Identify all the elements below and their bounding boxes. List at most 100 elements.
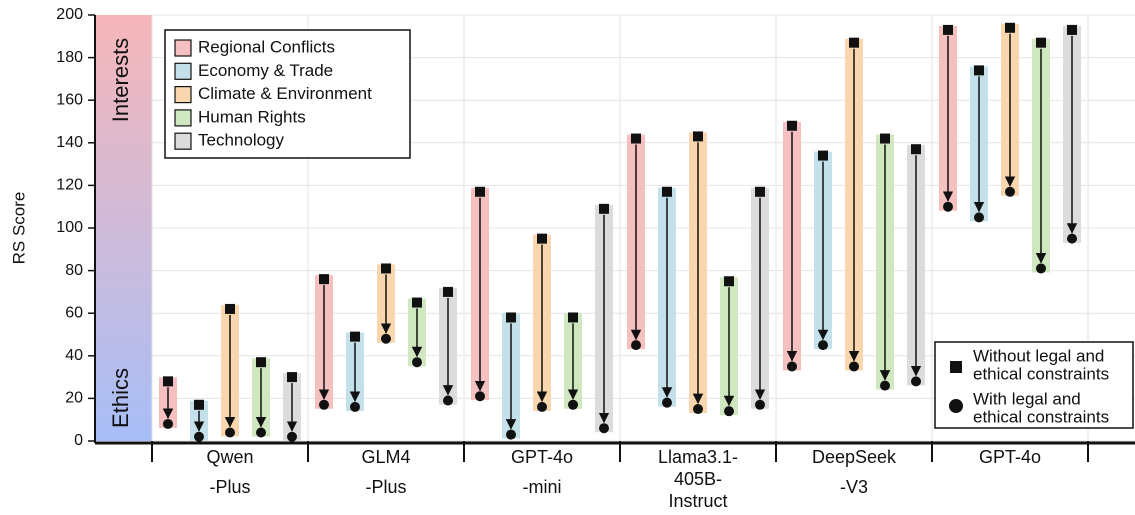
band-label: Interests xyxy=(108,38,133,122)
legend-label: Regional Conflicts xyxy=(198,37,335,56)
marker-with xyxy=(974,212,984,223)
legend-swatch xyxy=(174,62,192,80)
marker-with xyxy=(818,340,828,351)
marker-with xyxy=(256,427,266,438)
marker-with xyxy=(1005,186,1015,197)
marker-without xyxy=(599,203,609,214)
x-tick-label: -mini xyxy=(523,477,562,497)
legend-box xyxy=(934,341,1134,429)
band xyxy=(95,15,152,441)
marker-with xyxy=(787,361,797,372)
marker-without xyxy=(506,312,516,323)
x-tick-label: DeepSeek xyxy=(812,447,897,467)
marker-with xyxy=(911,376,921,387)
legend-swatch xyxy=(174,39,192,57)
marker-with xyxy=(194,431,204,442)
x-tick-label: Qwen xyxy=(206,447,253,467)
marker-with xyxy=(568,399,578,410)
legend-label: Without legal and xyxy=(973,346,1104,365)
marker-with xyxy=(880,380,890,391)
marker-with xyxy=(163,418,173,429)
marker-with xyxy=(537,401,547,412)
legend-label: Technology xyxy=(198,131,285,150)
y-tick-label: 0 xyxy=(74,432,83,449)
legend-label: Economy & Trade xyxy=(198,61,333,80)
legend-marker xyxy=(950,361,962,373)
marker-without xyxy=(350,331,360,342)
marker-without xyxy=(755,186,765,197)
legend-label: Climate & Environment xyxy=(198,84,372,103)
y-axis-label: RS Score xyxy=(9,192,28,265)
y-tick-label: 20 xyxy=(65,390,83,407)
y-tick-label: 140 xyxy=(56,134,83,151)
legend-label: With legal and xyxy=(973,389,1081,408)
marker-with xyxy=(849,361,859,372)
marker-with xyxy=(1067,233,1077,244)
legend-label: ethical constraints xyxy=(973,407,1109,426)
x-tick-label: Instruct xyxy=(668,491,727,510)
marker-without xyxy=(225,303,235,314)
y-tick-label: 120 xyxy=(56,177,83,194)
marker-with xyxy=(475,391,485,402)
y-tick-label: 80 xyxy=(65,262,83,279)
marker-without xyxy=(1067,24,1077,35)
marker-without xyxy=(256,357,266,368)
marker-with xyxy=(599,423,609,434)
legend-marker xyxy=(949,399,963,413)
marker-without xyxy=(818,150,828,161)
marker-without xyxy=(194,399,204,410)
marker-with xyxy=(1036,263,1046,274)
marker-with xyxy=(943,201,953,212)
x-tick-label: GPT-4o xyxy=(511,447,573,467)
x-tick-label: 405B- xyxy=(674,469,722,489)
marker-without xyxy=(475,186,485,197)
marker-without xyxy=(319,274,329,285)
band-label: Ethics xyxy=(108,368,133,428)
x-tick-label: -V3 xyxy=(840,477,868,497)
legend-swatch xyxy=(174,85,192,104)
marker-with xyxy=(724,406,734,417)
marker-with xyxy=(412,357,422,368)
marker-without xyxy=(849,37,859,48)
legend-box xyxy=(164,29,411,159)
marker-without xyxy=(163,376,173,387)
x-tick-label: Llama3.1- xyxy=(658,447,738,467)
x-tick-label: GPT-4o xyxy=(979,447,1041,467)
marker-with xyxy=(443,395,453,406)
marker-without xyxy=(568,312,578,323)
legend-label: ethical constraints xyxy=(973,364,1109,383)
marker-without xyxy=(443,286,453,297)
marker-with xyxy=(225,427,235,438)
legend-swatch xyxy=(174,109,192,127)
marker-with xyxy=(287,431,297,442)
legend-label: Human Rights xyxy=(198,107,306,126)
marker-without xyxy=(412,297,422,308)
marker-with xyxy=(350,401,360,412)
marker-without xyxy=(537,233,547,244)
y-tick-label: 100 xyxy=(56,219,83,236)
marker-with xyxy=(693,404,703,415)
y-tick-label: 180 xyxy=(56,49,83,66)
legend-swatch xyxy=(174,132,192,150)
marker-with xyxy=(381,333,391,344)
marker-without xyxy=(911,144,921,155)
y-tick-label: 160 xyxy=(56,91,83,108)
x-tick-label: -Plus xyxy=(209,477,250,497)
marker-without xyxy=(287,372,297,383)
marker-with xyxy=(755,399,765,410)
y-tick-label: 40 xyxy=(65,347,83,364)
marker-without xyxy=(381,263,391,274)
x-tick-label: GLM4 xyxy=(361,447,410,467)
marker-without xyxy=(631,133,641,144)
marker-with xyxy=(506,429,516,440)
marker-without xyxy=(943,24,953,35)
marker-with xyxy=(319,399,329,410)
y-tick-label: 200 xyxy=(56,6,83,23)
marker-without xyxy=(787,120,797,131)
y-tick-label: 60 xyxy=(65,304,83,321)
marker-without xyxy=(662,186,672,197)
x-tick-label: -Plus xyxy=(365,477,406,497)
marker-without xyxy=(1005,22,1015,33)
marker-without xyxy=(1036,37,1046,48)
